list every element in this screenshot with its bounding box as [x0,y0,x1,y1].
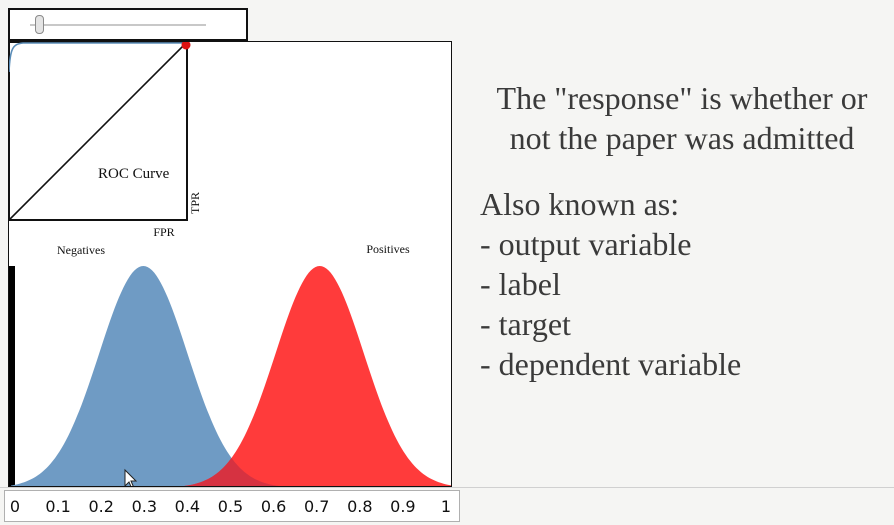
aka-item: - output variable [480,226,692,262]
tpr-label: TPR [188,192,202,214]
threshold-bar[interactable] [9,266,15,487]
x-axis-tick-label: 0.9 [390,497,416,516]
aka-item: - dependent variable [480,346,742,382]
fpr-label: FPR [153,225,174,239]
positives-distribution [184,266,451,486]
aka-heading: Also known as: [480,186,680,222]
threshold-slider[interactable] [8,8,248,41]
explanation-text: The "response" is whether or not the pap… [470,78,894,384]
roc-curve [9,42,185,73]
mouse-cursor-icon [124,468,138,486]
x-axis-tick-label: 0.4 [174,497,201,516]
negatives-label: Negatives [57,243,105,257]
x-axis-tick-label: 0.2 [88,497,114,516]
distribution-plot-panel: ROC Curve FPR TPR Negatives Positives [8,41,452,487]
negatives-distribution [11,266,279,486]
aka-item: - label [480,266,561,302]
aka-block: Also known as: - output variable - label… [470,184,894,384]
x-axis-tick-label: 0.6 [260,497,287,516]
response-line-1: The "response" is whether or [496,80,868,116]
roc-inset: ROC Curve FPR TPR [9,42,202,239]
response-line-2: not the paper was admitted [509,120,855,156]
x-axis-tick-label: 0 [9,497,21,516]
x-axis-tick-label: 0.3 [131,497,158,516]
overlap-region [184,458,279,486]
positives-label: Positives [366,242,410,256]
curves-layer [11,266,451,486]
roc-curve-label: ROC Curve [98,166,170,182]
x-axis-tick-label: 0.7 [303,497,330,516]
plot-svg: ROC Curve FPR TPR Negatives Positives [9,42,451,487]
slider-track [30,24,206,26]
response-description: The "response" is whether or not the pap… [470,78,894,158]
x-axis-tick-label: 0.5 [217,497,244,516]
x-axis: 0 0.1 0.2 0.3 0.4 0.5 0.6 0.7 0.8 0.9 1 [4,490,460,522]
aka-item: - target [480,306,571,342]
slider-thumb[interactable] [34,15,44,34]
roc-diagonal [9,42,188,221]
x-axis-tick-label: 0.1 [45,497,71,516]
x-axis-strip: 0 0.1 0.2 0.3 0.4 0.5 0.6 0.7 0.8 0.9 1 [0,487,894,525]
x-axis-tick-label: 1 [440,497,452,516]
x-axis-tick-label: 0.8 [347,497,373,516]
roc-marker [181,42,191,50]
